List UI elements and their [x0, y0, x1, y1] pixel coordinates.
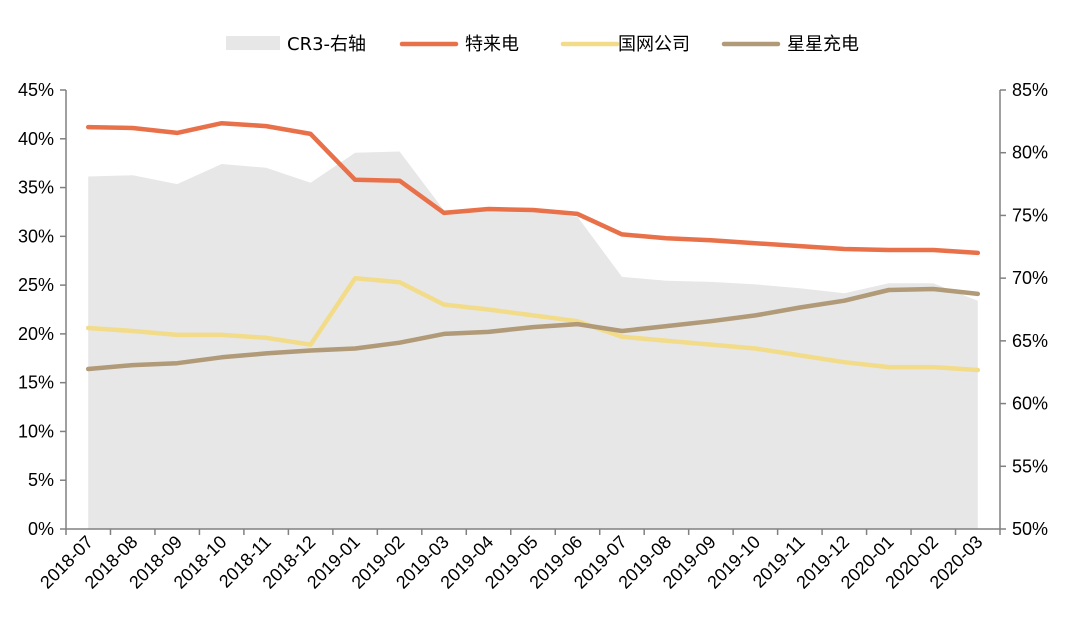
area-layer	[88, 151, 978, 529]
lines-layer	[85, 120, 981, 373]
legend-item-star-charge: 星星充电	[721, 34, 859, 55]
y-left-tick-label: 30%	[18, 226, 54, 246]
series-line-star-charge	[85, 286, 981, 372]
y-left-tick-label: 35%	[18, 178, 54, 198]
series-line-state-grid	[85, 276, 981, 373]
y-left-tick-label: 25%	[18, 275, 54, 295]
y-left-tick-label: 40%	[18, 129, 54, 149]
legend: CR3-右轴 特来电 国网公司 星星充电	[226, 34, 859, 55]
y-left-tick-label: 15%	[18, 373, 54, 393]
y-right-tick-label: 70%	[1012, 268, 1048, 288]
y-right-tick-label: 65%	[1012, 331, 1048, 351]
legend-label: 星星充电	[787, 34, 859, 55]
y-left-tick-label: 45%	[18, 80, 54, 100]
legend-label: CR3-右轴	[287, 34, 366, 55]
y-right-tick-label: 50%	[1012, 519, 1048, 539]
legend-label: 国网公司	[618, 34, 690, 55]
y-left-tick-label: 0%	[28, 519, 54, 539]
y-right-tick-label: 75%	[1012, 205, 1048, 225]
y-left-tick-label: 10%	[18, 421, 54, 441]
legend-item-teld: 特来电	[399, 34, 519, 55]
series-area-cr3	[88, 151, 978, 529]
y-right-tick-label: 85%	[1012, 80, 1048, 100]
y-right-tick-label: 60%	[1012, 394, 1048, 414]
axes-layer	[60, 89, 1006, 535]
y-right-tick-label: 55%	[1012, 456, 1048, 476]
legend-item-cr3: CR3-右轴	[226, 34, 366, 55]
y-left-tick-label: 20%	[18, 324, 54, 344]
legend-item-state-grid: 国网公司	[560, 34, 690, 55]
series-line-teld	[85, 120, 981, 256]
legend-swatch	[226, 36, 280, 50]
legend-label: 特来电	[465, 34, 519, 55]
y-left-tick-label: 5%	[28, 470, 54, 490]
y-right-tick-label: 80%	[1012, 143, 1048, 163]
